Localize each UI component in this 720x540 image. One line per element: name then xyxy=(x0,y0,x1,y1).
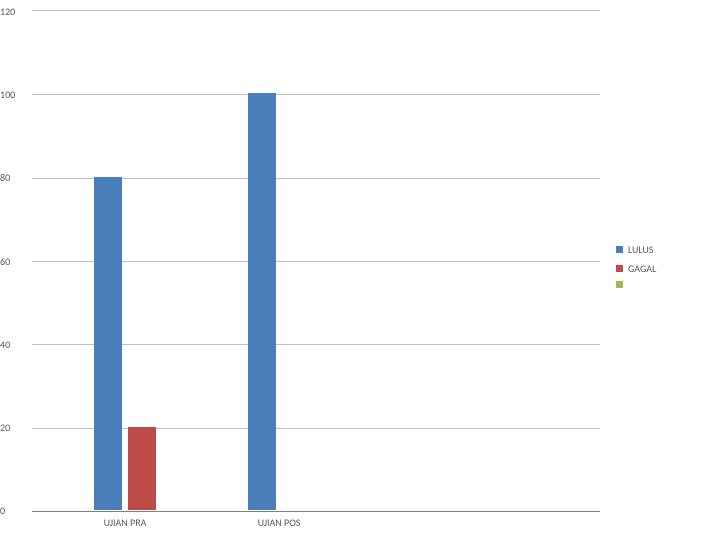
x-category-label: UJIAN PRA xyxy=(75,516,175,529)
legend-item: GAGAL xyxy=(616,262,712,275)
ytick-label: 60 xyxy=(0,257,28,267)
legend-label: LULUS xyxy=(628,243,653,256)
legend-label: GAGAL xyxy=(628,262,656,275)
legend: LULUS GAGAL xyxy=(616,243,712,294)
bar-gagal xyxy=(128,427,156,510)
ytick-label: 120 xyxy=(0,7,28,17)
x-category-label: UJIAN POS xyxy=(229,516,329,529)
ytick-label: 20 xyxy=(0,423,28,433)
legend-item xyxy=(616,281,712,288)
bars-layer xyxy=(32,11,600,510)
legend-swatch-icon xyxy=(616,246,623,253)
legend-swatch-icon xyxy=(616,265,623,272)
plot-area xyxy=(32,10,600,510)
legend-item: LULUS xyxy=(616,243,712,256)
ytick-label: 40 xyxy=(0,340,28,350)
ytick-label: 80 xyxy=(0,173,28,183)
ytick-label: 100 xyxy=(0,90,28,100)
ytick-label: 0 xyxy=(0,506,28,516)
bar-lulus xyxy=(248,93,276,510)
bar-lulus xyxy=(94,177,122,510)
legend-swatch-icon xyxy=(616,281,623,288)
x-axis-line xyxy=(32,511,600,512)
bar-chart: 120 100 80 60 40 20 0 UJIAN PRA UJIAN PO… xyxy=(0,0,720,540)
